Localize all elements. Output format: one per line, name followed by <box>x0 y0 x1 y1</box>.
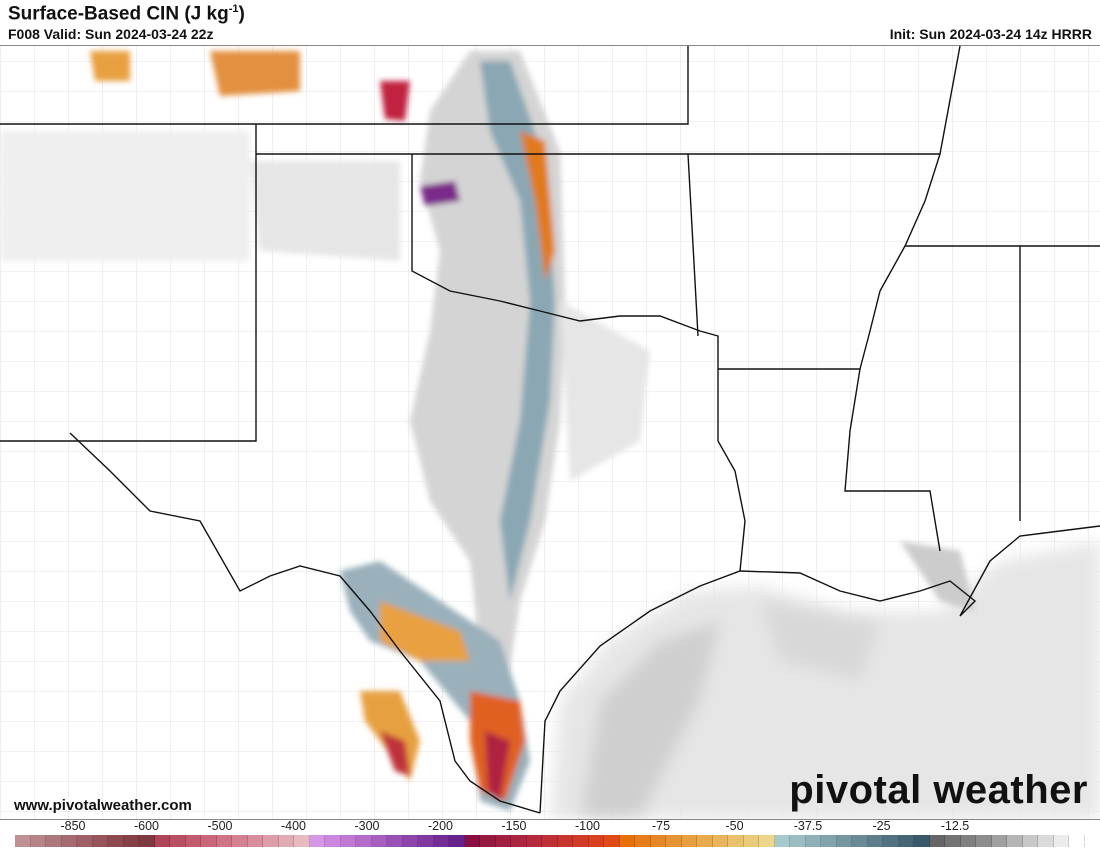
colorbar-cell <box>867 835 883 847</box>
colorbar-cell <box>278 835 294 847</box>
colorbar-cell <box>294 835 310 847</box>
website-link[interactable]: www.pivotalweather.com <box>14 797 192 814</box>
colorbar-cell <box>976 835 992 847</box>
title-unit-exponent: -1 <box>228 3 239 15</box>
colorbar-cell <box>15 835 31 847</box>
colorbar-cell <box>511 835 527 847</box>
colorbar-cell <box>92 835 108 847</box>
map-title: Surface-Based CIN (J kg-1) <box>8 3 245 25</box>
colorbar-cell <box>216 835 232 847</box>
colorbar-cell <box>573 835 589 847</box>
colorbar-cell <box>1069 835 1085 847</box>
colorbar-cell <box>681 835 697 847</box>
colorbar-cell <box>526 835 542 847</box>
colorbar-cell <box>790 835 806 847</box>
colorbar-cell <box>759 835 775 847</box>
colorbar-cell <box>1022 835 1038 847</box>
colorbar-cell <box>309 835 325 847</box>
colorbar-cell <box>697 835 713 847</box>
colorbar-cell <box>588 835 604 847</box>
colorbar-cell <box>774 835 790 847</box>
colorbar-cell <box>1038 835 1054 847</box>
colorbar-cell <box>542 835 558 847</box>
colorbar-cell <box>449 835 465 847</box>
colorbar-label: -150 <box>501 819 527 833</box>
colorbar-label: -100 <box>574 819 601 833</box>
colorbar-cell <box>480 835 496 847</box>
colorbar-cell <box>898 835 914 847</box>
colorbar-cell <box>30 835 46 847</box>
colorbar-cell <box>356 835 372 847</box>
colorbar-cell <box>960 835 976 847</box>
colorbar-cell <box>666 835 682 847</box>
colorbar-cell <box>712 835 728 847</box>
colorbar-label: -400 <box>280 819 307 833</box>
colorbar-cell <box>604 835 620 847</box>
colorbar-label: -75 <box>651 819 671 833</box>
colorbar-cell <box>743 835 759 847</box>
colorbar-label: -600 <box>133 819 160 833</box>
state-borders <box>0 46 1100 814</box>
pivotal-weather-logo: pivotal weather <box>789 768 1088 812</box>
title-text: Surface-Based CIN (J kg <box>8 3 229 25</box>
colorbar-cell <box>201 835 217 847</box>
colorbar-cell <box>945 835 961 847</box>
colorbar-cell <box>139 835 155 847</box>
colorbar-cell <box>61 835 77 847</box>
colorbar-cell <box>232 835 248 847</box>
colorbar-cell <box>821 835 837 847</box>
colorbar-label: -37.5 <box>793 819 823 833</box>
colorbar-cell <box>728 835 744 847</box>
colorbar-label: -12.5 <box>940 819 970 833</box>
colorbar-cell <box>433 835 449 847</box>
colorbar <box>15 835 1085 847</box>
colorbar-cell <box>371 835 387 847</box>
colorbar-cell <box>852 835 868 847</box>
colorbar-cell <box>914 835 930 847</box>
colorbar-cell <box>495 835 511 847</box>
colorbar-cell <box>1053 835 1069 847</box>
colorbar-cell <box>929 835 945 847</box>
valid-time: F008 Valid: Sun 2024-03-24 22z <box>8 26 214 42</box>
colorbar-cell <box>1007 835 1023 847</box>
colorbar-label: -25 <box>872 819 891 833</box>
colorbar-label: -300 <box>354 819 380 833</box>
colorbar-label: -500 <box>207 819 233 833</box>
colorbar-cell <box>154 835 170 847</box>
colorbar-cell <box>418 835 434 847</box>
colorbar-labels: -850 -600 -500 -400 -300 -200 -150 -100 -75 -50 -3… <box>0 819 1100 833</box>
colorbar-cell <box>805 835 821 847</box>
colorbar-cell <box>991 835 1007 847</box>
colorbar-cell <box>325 835 341 847</box>
colorbar-cell <box>46 835 62 847</box>
colorbar-label: -200 <box>427 819 454 833</box>
colorbar-label: -50 <box>725 819 744 833</box>
colorbar-cell <box>123 835 139 847</box>
weather-map[interactable] <box>0 45 1100 820</box>
colorbar-cell <box>387 835 403 847</box>
colorbar-cell <box>619 835 635 847</box>
colorbar-cell <box>247 835 263 847</box>
colorbar-cell <box>170 835 186 847</box>
colorbar-cell <box>464 835 480 847</box>
colorbar-cell <box>836 835 852 847</box>
colorbar-cell <box>883 835 899 847</box>
colorbar-cell <box>263 835 279 847</box>
title-end: ) <box>238 3 245 25</box>
colorbar-cell <box>402 835 418 847</box>
colorbar-label: -850 <box>60 819 86 833</box>
colorbar-cell <box>340 835 356 847</box>
colorbar-cell <box>185 835 201 847</box>
colorbar-cell <box>650 835 666 847</box>
init-time: Init: Sun 2024-03-24 14z HRRR <box>889 26 1092 42</box>
colorbar-cell <box>77 835 93 847</box>
colorbar-cell <box>635 835 651 847</box>
cin-shading <box>0 51 975 811</box>
colorbar-cell <box>108 835 124 847</box>
colorbar-cell <box>557 835 573 847</box>
